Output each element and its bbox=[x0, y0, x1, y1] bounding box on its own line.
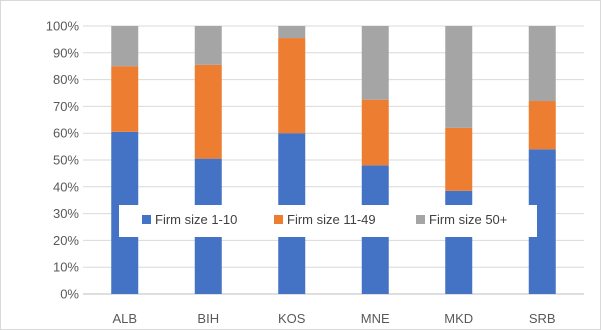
x-tick-label: MKD bbox=[444, 311, 473, 326]
y-tick-label: 60% bbox=[53, 126, 79, 141]
bar-mne-series-3 bbox=[361, 26, 389, 100]
bar-srb-series-3 bbox=[528, 26, 556, 102]
y-tick-label: 100% bbox=[46, 19, 80, 34]
bar-kos-series-2 bbox=[278, 38, 306, 134]
legend-background bbox=[119, 205, 537, 237]
x-tick-label: SRB bbox=[529, 311, 556, 326]
y-tick-label: 80% bbox=[53, 72, 79, 87]
legend-label: Firm size 50+ bbox=[429, 212, 507, 227]
y-axis: 0% 10% 20% 30% 40% 50% 60% 70% 80% 90% 100% bbox=[46, 19, 80, 302]
legend: Firm size 1-10 Firm size 11-49 Firm size 5… bbox=[119, 205, 537, 237]
legend-swatch bbox=[142, 215, 151, 224]
bar-mkd-series-2 bbox=[445, 127, 473, 191]
y-tick-label: 50% bbox=[53, 153, 79, 168]
y-tick-label: 90% bbox=[53, 45, 79, 60]
y-tick-label: 0% bbox=[60, 287, 79, 302]
legend-swatch bbox=[416, 215, 425, 224]
y-tick-label: 20% bbox=[53, 233, 79, 248]
bar-kos-series-3 bbox=[278, 26, 306, 39]
bar-alb-series-3 bbox=[111, 26, 139, 67]
gridlines bbox=[83, 25, 584, 295]
x-tick-label: ALB bbox=[112, 311, 137, 326]
bar-bih-series-3 bbox=[194, 26, 222, 65]
legend-label: Firm size 1-10 bbox=[155, 212, 237, 227]
bar-mkd-series-3 bbox=[445, 26, 473, 128]
y-tick-label: 70% bbox=[53, 99, 79, 114]
bar-alb-series-2 bbox=[111, 66, 139, 132]
bar-srb-series-2 bbox=[528, 101, 556, 150]
legend-swatch bbox=[274, 215, 283, 224]
y-tick-label: 10% bbox=[53, 260, 79, 275]
x-tick-label: KOS bbox=[278, 311, 306, 326]
bar-mne-series-2 bbox=[361, 99, 389, 166]
x-axis: ALB BIH KOS MNE MKD SRB bbox=[112, 311, 555, 326]
legend-label: Firm size 11-49 bbox=[287, 212, 376, 227]
x-tick-label: BIH bbox=[197, 311, 219, 326]
y-tick-label: 40% bbox=[53, 179, 79, 194]
y-tick-label: 30% bbox=[53, 206, 79, 221]
x-tick-label: MNE bbox=[361, 311, 390, 326]
bar-bih-series-2 bbox=[194, 64, 222, 159]
